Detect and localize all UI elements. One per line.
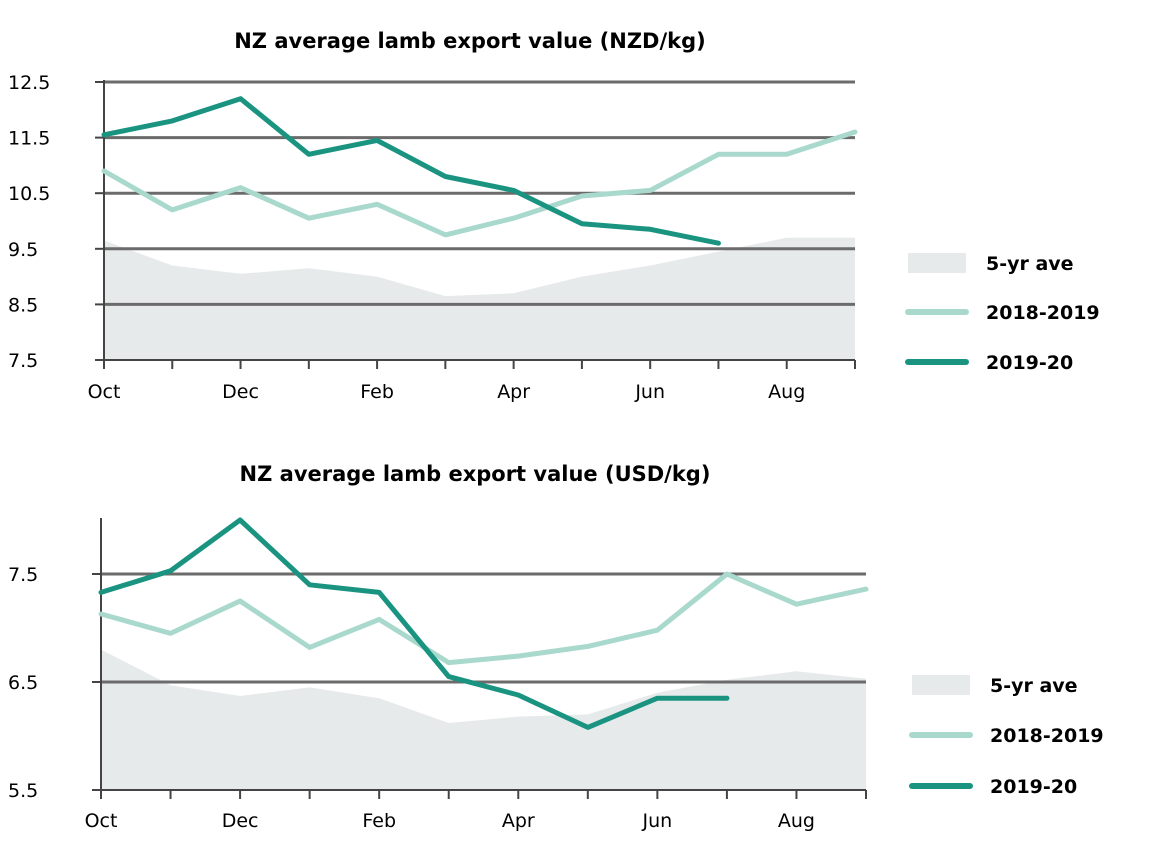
usd-legend-swatch-5-yr-ave xyxy=(912,675,970,695)
usd-series-2019-20-line xyxy=(98,517,730,730)
usd-x-tick-label: Oct xyxy=(85,810,118,832)
nzd-x-tick-label: Oct xyxy=(88,381,121,403)
usd-x-tick-label: Jun xyxy=(642,810,673,832)
nzd-y-tick-label: 11.5 xyxy=(8,128,50,150)
usd-chart: NZ average lamb export value (USD/kg) 7.5… xyxy=(8,462,1104,832)
usd-chart-title: NZ average lamb export value (USD/kg) xyxy=(240,462,711,486)
nzd-x-tick-label: Aug xyxy=(768,381,805,403)
usd-series-5yr-ave-area xyxy=(101,649,866,790)
usd-series-2018-2019-line xyxy=(98,571,869,666)
nzd-chart-title: NZ average lamb export value (NZD/kg) xyxy=(234,29,706,53)
nzd-x-tick-label: Dec xyxy=(222,381,259,403)
nzd-series-5yr-ave-area xyxy=(104,237,855,360)
nzd-y-tick-label: 10.5 xyxy=(8,183,50,205)
nzd-legend-label-2019-20: 2019-20 xyxy=(986,352,1073,374)
usd-legend-label-5-yr-ave: 5-yr ave xyxy=(990,675,1078,697)
nzd-series-2018-2019-line xyxy=(101,129,858,238)
usd-y-tick-label: 7.5 xyxy=(8,564,38,586)
nzd-legend-label-5-yr-ave: 5-yr ave xyxy=(986,253,1074,275)
nzd-y-tick-label: 9.5 xyxy=(8,239,38,261)
nzd-chart: NZ average lamb export value (NZD/kg) 12.… xyxy=(8,29,1100,403)
nzd-x-tick-label: Apr xyxy=(497,381,530,403)
nzd-series-2019-20-line xyxy=(101,96,721,246)
usd-x-tick-label: Dec xyxy=(222,810,259,832)
usd-x-tick-label: Aug xyxy=(778,810,815,832)
usd-legend-label-2018-2019: 2018-2019 xyxy=(990,725,1104,747)
usd-y-tick-label: 5.5 xyxy=(8,780,38,802)
nzd-y-tick-label: 8.5 xyxy=(8,294,38,316)
nzd-y-tick-label: 7.5 xyxy=(8,350,38,372)
nzd-legend-swatch-5-yr-ave xyxy=(908,253,966,273)
usd-legend-label-2019-20: 2019-20 xyxy=(990,776,1077,798)
usd-y-tick-label: 6.5 xyxy=(8,672,38,694)
nzd-x-tick-label: Jun xyxy=(634,381,665,403)
nzd-x-tick-label: Feb xyxy=(360,381,394,403)
nzd-y-tick-label: 12.5 xyxy=(8,72,50,94)
nzd-legend-label-2018-2019: 2018-2019 xyxy=(986,302,1100,324)
usd-x-tick-label: Apr xyxy=(502,810,535,832)
usd-x-tick-label: Feb xyxy=(362,810,396,832)
